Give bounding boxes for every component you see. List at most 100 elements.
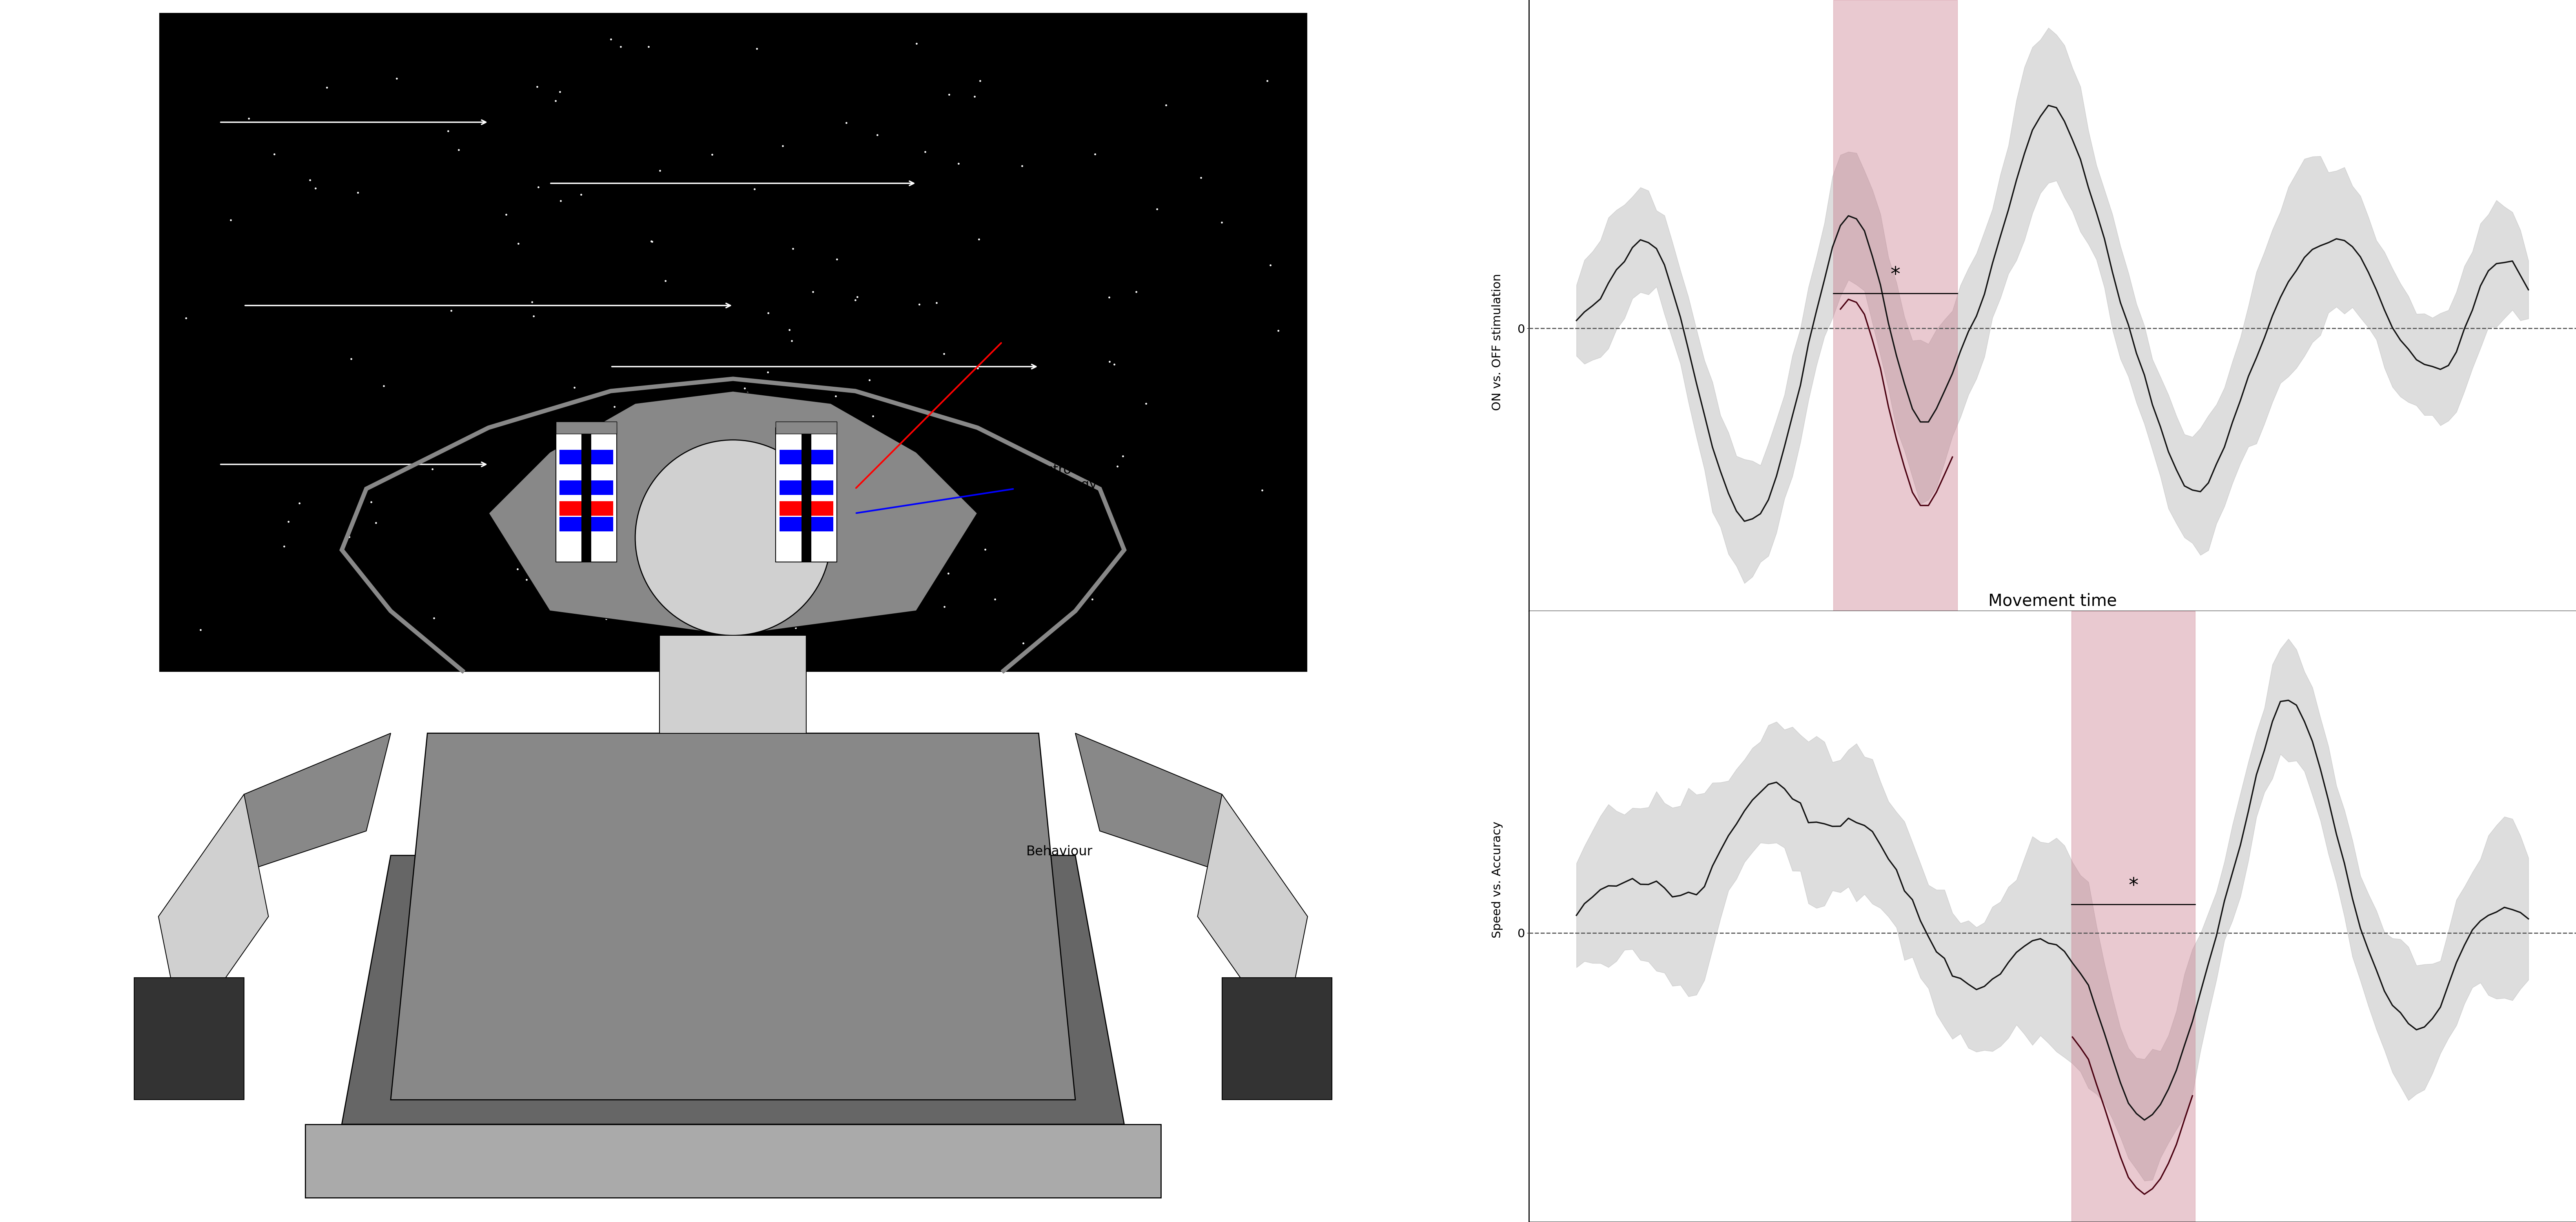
Point (639, 161, 680, 181)
Polygon shape (781, 501, 832, 516)
Point (330, 527, 371, 546)
Point (896, 33, 938, 53)
Text: *: * (1891, 265, 1901, 285)
Polygon shape (559, 501, 613, 516)
Polygon shape (556, 422, 616, 434)
Point (1126, 393, 1167, 413)
Point (927, 563, 969, 583)
Point (1242, 480, 1283, 500)
Point (835, 290, 876, 309)
Bar (2071, 611, 2195, 1222)
Point (554, 378, 595, 397)
Point (814, 386, 855, 406)
Point (438, 141, 479, 160)
Polygon shape (559, 517, 613, 532)
Point (773, 238, 814, 258)
Text: *: * (2128, 876, 2138, 896)
Point (791, 282, 832, 302)
Point (1257, 321, 1298, 341)
Point (817, 249, 858, 269)
Point (1146, 95, 1188, 115)
Point (629, 37, 670, 56)
Point (337, 183, 379, 203)
Point (644, 271, 685, 291)
X-axis label: cue onset: cue onset (2017, 613, 2087, 627)
Point (922, 343, 963, 363)
Point (747, 363, 788, 382)
Point (618, 587, 659, 606)
Point (806, 563, 848, 583)
Polygon shape (582, 428, 592, 562)
Point (775, 618, 817, 638)
Point (958, 230, 999, 249)
Text: Speed vs. Accuracy: Speed vs. Accuracy (1492, 821, 1504, 938)
Point (1090, 352, 1131, 371)
Point (958, 71, 999, 90)
Point (255, 144, 296, 164)
Point (289, 170, 330, 189)
Point (974, 589, 1015, 609)
Polygon shape (781, 517, 832, 532)
Bar (1834, 0, 1958, 611)
Point (296, 178, 337, 198)
Polygon shape (556, 428, 616, 562)
Point (600, 607, 641, 627)
Point (1002, 633, 1043, 653)
Point (737, 39, 778, 59)
Point (1115, 282, 1157, 302)
Point (631, 232, 672, 252)
Point (477, 511, 518, 530)
Text: ON vs. OFF stimulation: ON vs. OFF stimulation (1492, 274, 1504, 411)
Text: Stimulation: Stimulation (1025, 320, 1100, 332)
Point (307, 78, 348, 98)
Point (227, 109, 268, 128)
Polygon shape (392, 733, 1074, 1100)
Point (706, 451, 747, 470)
Point (636, 463, 677, 483)
Point (768, 320, 809, 340)
Point (484, 205, 526, 225)
Point (513, 307, 554, 326)
Point (355, 513, 397, 533)
Text: Behaviour: Behaviour (1025, 846, 1092, 858)
Point (1247, 71, 1288, 90)
Polygon shape (134, 978, 245, 1100)
Point (428, 121, 469, 141)
Polygon shape (775, 428, 837, 562)
Polygon shape (343, 855, 1123, 1124)
Polygon shape (489, 391, 976, 635)
Point (1180, 167, 1221, 187)
Point (180, 620, 222, 639)
Point (1136, 199, 1177, 219)
Point (263, 536, 304, 556)
Point (914, 293, 956, 313)
Point (562, 185, 603, 204)
Point (747, 303, 788, 323)
Polygon shape (775, 422, 837, 434)
Polygon shape (559, 480, 613, 495)
Point (430, 301, 471, 320)
Point (211, 210, 252, 230)
Point (953, 87, 994, 106)
Polygon shape (1074, 733, 1247, 880)
Point (904, 142, 945, 161)
Point (827, 112, 868, 132)
Point (726, 382, 768, 402)
Point (1072, 589, 1113, 609)
Point (165, 308, 206, 327)
Point (927, 84, 969, 104)
Point (497, 560, 538, 579)
Point (1249, 255, 1291, 275)
Point (330, 349, 371, 369)
Point (551, 579, 592, 599)
Point (693, 431, 734, 451)
Point (600, 441, 641, 461)
Point (538, 82, 580, 101)
Polygon shape (559, 450, 613, 464)
Point (510, 490, 551, 510)
Point (412, 459, 453, 479)
Point (541, 524, 582, 544)
Point (376, 68, 417, 88)
Point (556, 576, 598, 595)
Polygon shape (1221, 978, 1332, 1100)
